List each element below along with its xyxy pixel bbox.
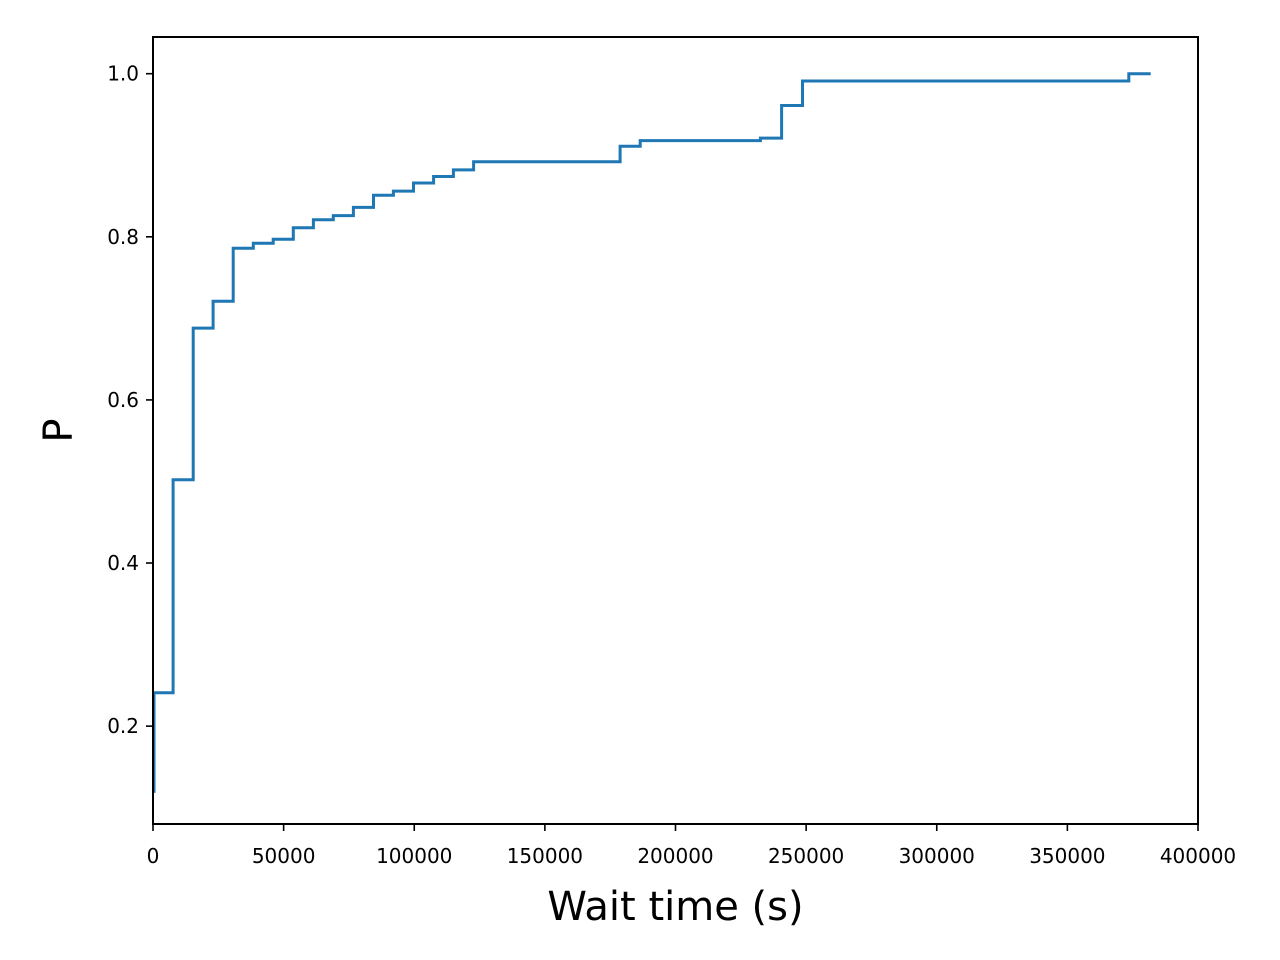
x-tick-label: 300000 [899, 844, 975, 868]
series-layer [152, 72, 1151, 793]
ticks-layer [146, 72, 1199, 831]
x-tick-label: 50000 [252, 844, 316, 868]
y-tick-label: 0.6 [107, 388, 139, 412]
y-tick-label: 1.0 [107, 62, 139, 86]
x-tick-label: 250000 [768, 844, 844, 868]
y-tick-label: 0.4 [107, 551, 139, 575]
x-tick-label: 0 [147, 844, 160, 868]
y-tick-label: 0.2 [107, 714, 139, 738]
series-line [152, 72, 1151, 793]
x-tick-label: 150000 [507, 844, 583, 868]
x-tick-label: 400000 [1160, 844, 1236, 868]
x-tick-label: 350000 [1029, 844, 1105, 868]
tick-labels-layer: 0 50000 100000 150000 200000 250000 300000 3500… [107, 62, 1236, 868]
y-tick-label: 0.8 [107, 225, 139, 249]
x-axis-label: Wait time (s) [547, 884, 803, 930]
y-axis-label: P [36, 418, 82, 442]
x-tick-label: 100000 [376, 844, 452, 868]
x-tick-label: 200000 [637, 844, 713, 868]
plot-frame [152, 36, 1199, 825]
